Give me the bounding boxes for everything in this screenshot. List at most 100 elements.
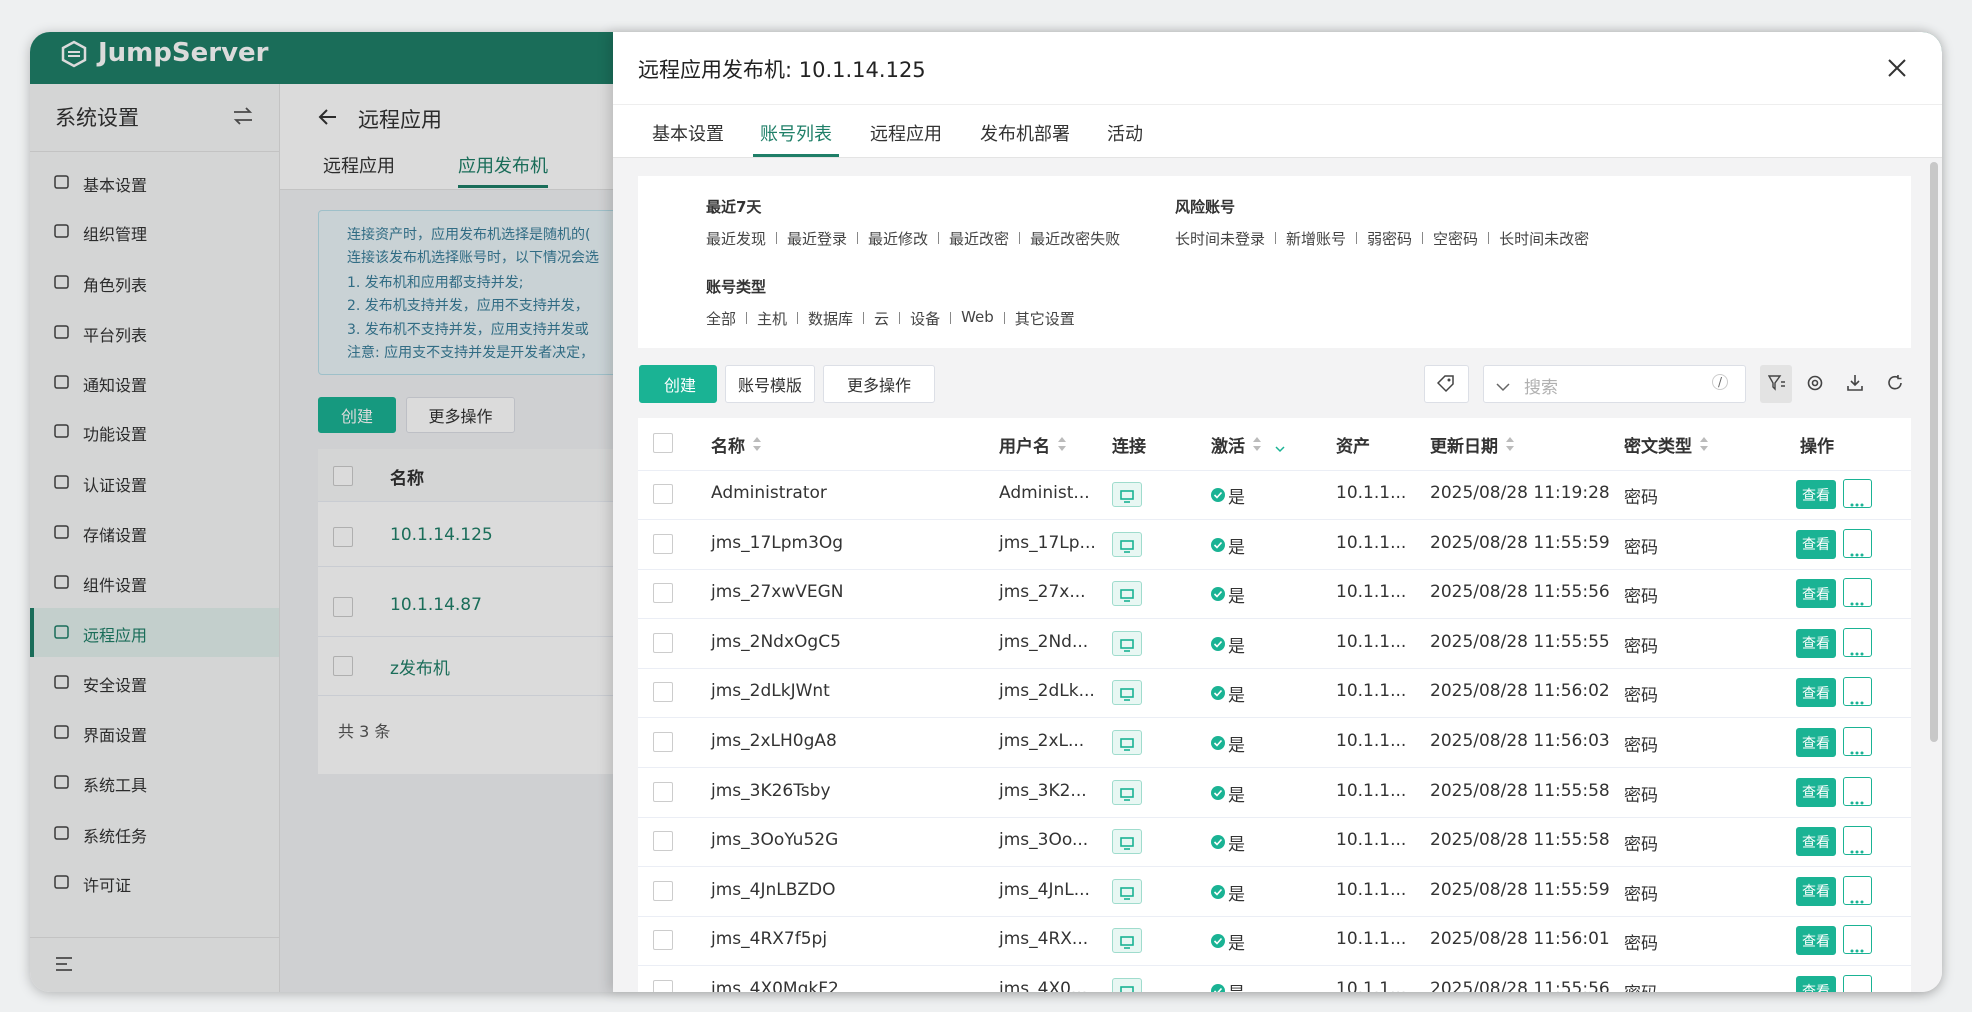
account-name[interactable]: jms_2xLH0gA8 bbox=[711, 731, 837, 751]
connect-button bbox=[1112, 680, 1142, 706]
template-button[interactable]: 账号模版 bbox=[725, 365, 815, 403]
view-button[interactable]: 查看 bbox=[1796, 777, 1836, 807]
create-label: 创建 bbox=[663, 376, 696, 395]
checkbox[interactable] bbox=[653, 484, 673, 504]
filter-toggle[interactable] bbox=[1760, 365, 1792, 403]
drawer-tab[interactable]: 基本设置 bbox=[652, 124, 724, 145]
menu-item[interactable]: 界面设置 bbox=[83, 726, 148, 745]
column-header: 操作 bbox=[1800, 437, 1834, 457]
checkbox[interactable] bbox=[653, 880, 673, 901]
menu-item[interactable]: 组织管理 bbox=[83, 225, 148, 244]
checkbox[interactable] bbox=[653, 433, 673, 453]
view-button[interactable]: 查看 bbox=[1796, 926, 1836, 956]
checkbox[interactable] bbox=[653, 781, 673, 802]
menu-item[interactable]: 远程应用 bbox=[83, 626, 148, 645]
filter-item[interactable]: 设备 bbox=[910, 310, 941, 328]
filter-item[interactable]: 其它设置 bbox=[1014, 310, 1075, 328]
menu-item[interactable]: 基本设置 bbox=[83, 176, 148, 195]
account-name[interactable]: jms_4JnLBZDO bbox=[711, 879, 836, 900]
filter-item[interactable]: 云 bbox=[874, 310, 890, 328]
view-button[interactable]: 查看 bbox=[1796, 529, 1836, 559]
view-button[interactable]: 查看 bbox=[1796, 827, 1836, 857]
publisher-link[interactable]: 10.1.14.125 bbox=[390, 525, 493, 545]
filter-item[interactable]: 最近改密 bbox=[949, 230, 1010, 248]
updated-date: 2025/08/28 11:55:56 bbox=[1430, 979, 1610, 992]
menu-item[interactable]: 许可证 bbox=[83, 876, 132, 895]
checkbox[interactable] bbox=[653, 732, 673, 752]
view-button[interactable]: 查看 bbox=[1796, 976, 1836, 992]
view-button[interactable]: 查看 bbox=[1796, 480, 1836, 509]
publisher-link[interactable]: 10.1.14.87 bbox=[390, 595, 482, 615]
checkbox[interactable] bbox=[653, 682, 673, 703]
search-box[interactable] bbox=[1483, 365, 1746, 403]
page-tab[interactable]: 应用发布机 bbox=[458, 156, 548, 177]
drawer-tab[interactable]: 活动 bbox=[1107, 124, 1143, 145]
filter-item[interactable]: 弱密码 bbox=[1367, 230, 1413, 248]
menu-item[interactable]: 功能设置 bbox=[83, 425, 148, 444]
account-name[interactable]: jms_4RX7f5pj bbox=[711, 929, 828, 950]
account-name[interactable]: jms_4X0MqkF2 bbox=[711, 979, 839, 992]
menu-item[interactable]: 通知设置 bbox=[83, 376, 148, 395]
filter-item[interactable]: Web bbox=[961, 308, 994, 326]
more-actions-svg bbox=[1850, 850, 1864, 854]
more-button[interactable]: 更多操作 bbox=[823, 365, 935, 403]
menu-item[interactable]: 存储设置 bbox=[83, 526, 148, 545]
menu-icon bbox=[54, 624, 70, 644]
menu-item[interactable]: 角色列表 bbox=[83, 276, 148, 295]
checkbox[interactable] bbox=[653, 632, 673, 653]
account-name[interactable]: jms_2dLkJWnt bbox=[711, 681, 830, 702]
checkbox[interactable] bbox=[653, 583, 673, 604]
drawer-tab[interactable]: 远程应用 bbox=[870, 124, 942, 145]
updated-date: 2025/08/28 11:56:01 bbox=[1430, 929, 1610, 950]
checkbox[interactable] bbox=[653, 831, 673, 852]
view-button[interactable]: 查看 bbox=[1796, 728, 1836, 757]
more-button[interactable]: 更多操作 bbox=[406, 397, 515, 433]
view-button[interactable]: 查看 bbox=[1796, 628, 1836, 658]
menu-item[interactable]: 认证设置 bbox=[83, 476, 148, 495]
checkbox[interactable] bbox=[653, 533, 673, 554]
account-name[interactable]: jms_2NdxOgC5 bbox=[711, 631, 841, 652]
filter-card bbox=[638, 176, 1911, 348]
menu-item[interactable]: 平台列表 bbox=[83, 326, 148, 345]
checkbox[interactable] bbox=[333, 656, 353, 676]
filter-item[interactable]: 空密码 bbox=[1433, 230, 1479, 248]
page-tab[interactable]: 远程应用 bbox=[323, 156, 395, 177]
checkbox[interactable] bbox=[333, 527, 353, 547]
filter-item[interactable]: 数据库 bbox=[808, 310, 854, 328]
checkbox[interactable] bbox=[333, 466, 353, 486]
menu-item[interactable]: 安全设置 bbox=[83, 676, 148, 695]
filter-item[interactable]: 最近修改 bbox=[868, 230, 929, 248]
view-button[interactable]: 查看 bbox=[1796, 876, 1836, 906]
filter-item[interactable]: 全部 bbox=[706, 310, 737, 328]
create-button[interactable]: 创建 bbox=[639, 365, 717, 403]
filter-item[interactable]: 新增账号 bbox=[1286, 230, 1347, 248]
filter-item[interactable]: 长时间未改密 bbox=[1499, 230, 1590, 248]
checkbox[interactable] bbox=[653, 930, 673, 951]
checkbox[interactable] bbox=[653, 980, 673, 992]
drawer-tab[interactable]: 账号列表 bbox=[760, 124, 832, 145]
updated-date: 2025/08/28 11:19:28 bbox=[1430, 483, 1610, 503]
view-button[interactable]: 查看 bbox=[1796, 678, 1836, 708]
publisher-link[interactable]: z发布机 bbox=[390, 659, 450, 679]
account-name[interactable]: jms_17Lpm3Og bbox=[711, 532, 844, 553]
view-button[interactable]: 查看 bbox=[1796, 579, 1836, 609]
filter-item[interactable]: 最近改密失败 bbox=[1030, 230, 1121, 248]
checkbox[interactable] bbox=[333, 597, 353, 617]
filter-item[interactable]: 最近发现 bbox=[706, 230, 767, 248]
menu-item[interactable]: 系统任务 bbox=[83, 827, 148, 846]
asset: 10.1.1... bbox=[1336, 631, 1407, 652]
filter-item[interactable]: 最近登录 bbox=[787, 230, 848, 248]
drawer-tab[interactable]: 发布机部署 bbox=[980, 124, 1070, 145]
account-name[interactable]: jms_3OoYu52G bbox=[711, 830, 839, 851]
account-name[interactable]: jms_27xwVEGN bbox=[711, 582, 844, 603]
account-name[interactable]: jms_3K26Tsby bbox=[711, 780, 831, 801]
account-name[interactable]: Administrator bbox=[711, 483, 827, 503]
filter-item[interactable]: 长时间未登录 bbox=[1175, 230, 1266, 248]
menu-icon bbox=[54, 174, 70, 194]
menu-item[interactable]: 系统工具 bbox=[83, 776, 148, 795]
filter-item[interactable]: 主机 bbox=[757, 310, 788, 328]
more-actions bbox=[1843, 578, 1872, 608]
menu-item[interactable]: 组件设置 bbox=[83, 576, 148, 595]
create-button[interactable]: 创建 bbox=[318, 397, 396, 433]
asset: 10.1.1... bbox=[1336, 582, 1407, 603]
